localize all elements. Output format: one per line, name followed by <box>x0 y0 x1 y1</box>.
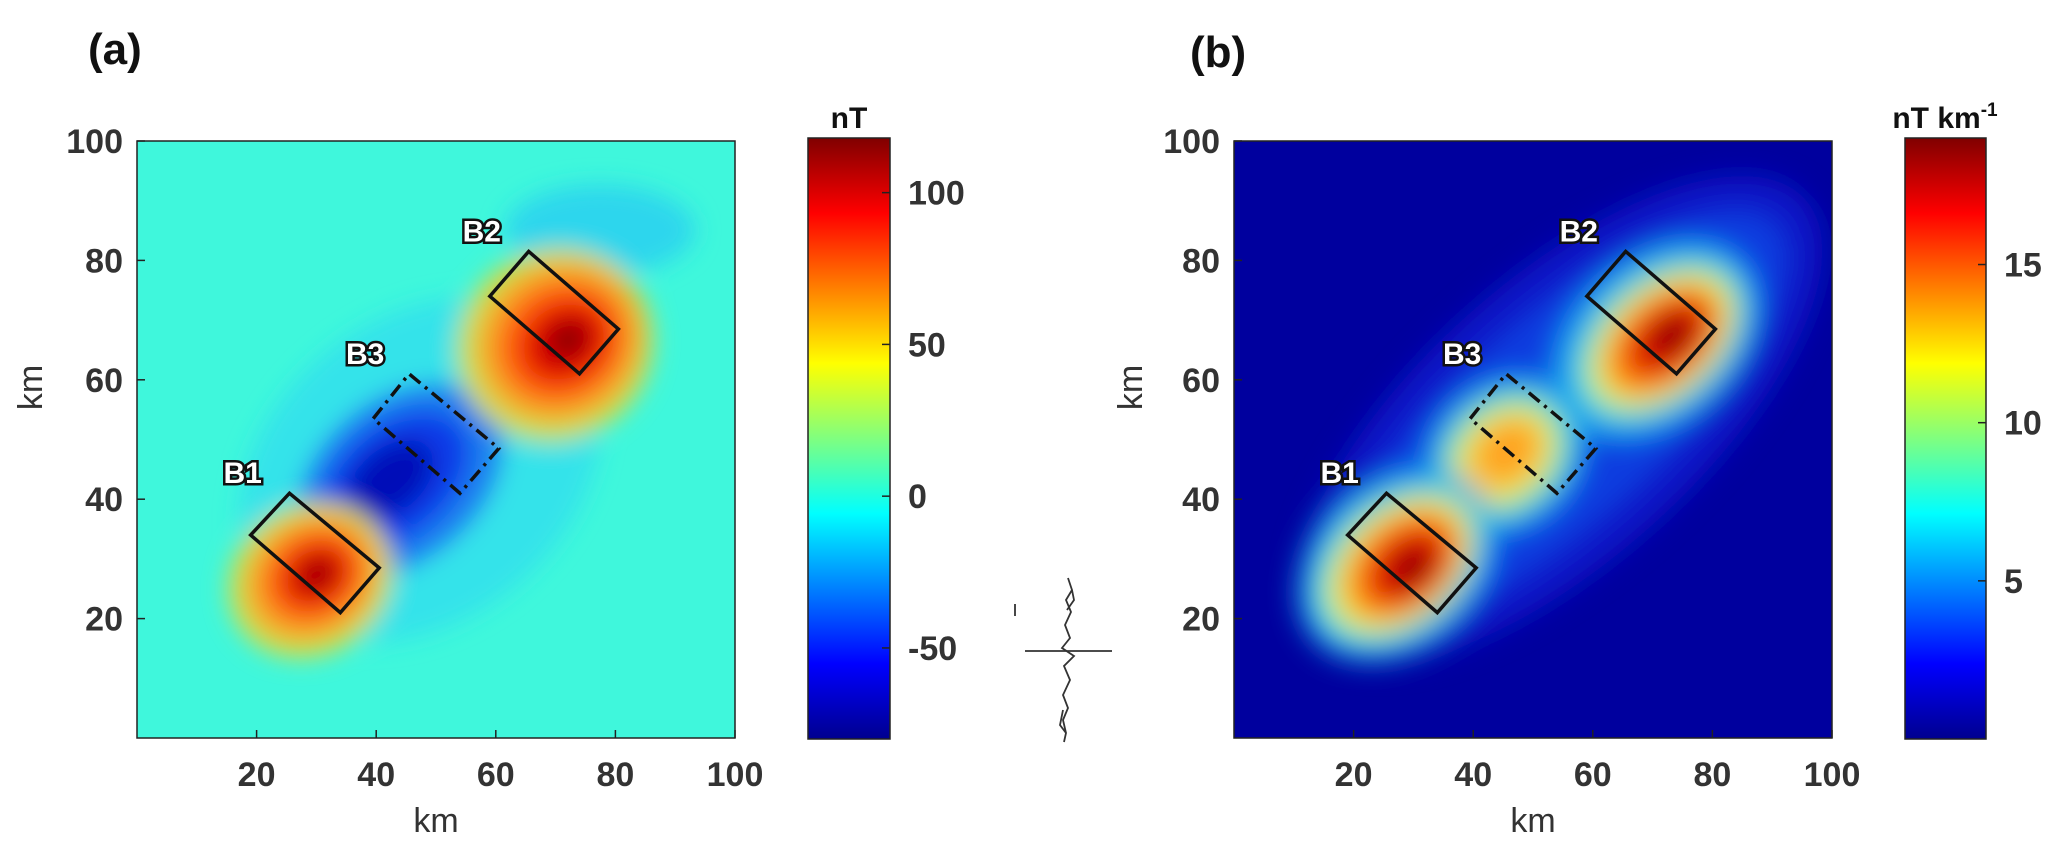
x-tick-label-a: 20 <box>238 756 276 794</box>
colorbar-tick-label-a: 50 <box>908 326 946 364</box>
y-tick-label-b: 80 <box>1182 242 1220 280</box>
panel-a-label: (a) <box>88 25 142 74</box>
body-outline-b3-b <box>1467 371 1599 496</box>
body-label-b2-b: B2 <box>1560 215 1598 248</box>
colorbar-b: nT km-1 15 10 5 <box>1892 100 2042 740</box>
y-tick-label-b: 40 <box>1182 481 1220 519</box>
y-tick-label-a: 20 <box>85 601 123 639</box>
y-tick-label-b: 60 <box>1182 362 1220 400</box>
colorbar-tick-label-b: 10 <box>2004 405 2042 443</box>
body-label-b1-b: B1 <box>1320 457 1358 490</box>
body-outline-b1-a <box>248 490 382 616</box>
colorbar-tick-label-a: -50 <box>908 630 957 668</box>
body-outline-b1-b <box>1345 490 1479 616</box>
heatmap-a: B1 B2 B3 20 40 60 80 100 20 40 60 80 100 km km <box>12 123 763 840</box>
x-tick-label-a: 40 <box>357 756 395 794</box>
colorbar-b-title-superscript: -1 <box>1981 100 1998 121</box>
colorbar-tick-label-b: 5 <box>2004 563 2023 601</box>
body-outline-b2-b <box>1584 248 1718 377</box>
x-tick-label-a: 60 <box>477 756 515 794</box>
y-tick-label-b: 100 <box>1163 123 1220 161</box>
colorbar-b-title-text: nT km <box>1892 102 1980 135</box>
y-axis-title-a: km <box>12 365 50 410</box>
body-outline-b2-a <box>487 248 621 377</box>
heatmap-a-field <box>228 185 695 659</box>
colorbar-tick-label-a: 100 <box>908 175 965 213</box>
x-tick-label-b: 20 <box>1335 756 1373 794</box>
x-tick-label-b: 80 <box>1693 756 1731 794</box>
body-label-b3-a: B3 <box>346 338 384 371</box>
x-tick-label-b: 40 <box>1454 756 1492 794</box>
body-label-b3-b: B3 <box>1443 338 1481 371</box>
y-tick-label-b: 20 <box>1182 601 1220 639</box>
body-outline-b3-a <box>370 371 502 496</box>
x-axis-title-b: km <box>1510 802 1555 840</box>
colorbar-tick-label-a: 0 <box>908 478 927 516</box>
body-label-b1-a: B1 <box>223 457 261 490</box>
y-tick-label-a: 100 <box>66 123 123 161</box>
x-axis-title-a: km <box>413 802 458 840</box>
axis-break-icon <box>1014 577 1112 743</box>
heatmap-a-frame <box>136 140 736 739</box>
panel-b-label: (b) <box>1190 28 1246 77</box>
body-label-b2-a: B2 <box>463 215 501 248</box>
heatmap-b: B1 B2 B3 20 40 60 80 100 20 40 60 80 100 km km <box>1112 123 1861 840</box>
colorbar-a: nT 100 50 0 -50 <box>807 102 965 740</box>
y-axis-title-b: km <box>1112 365 1150 410</box>
colorbar-b-title: nT km-1 <box>1892 100 1998 135</box>
x-tick-label-b: 60 <box>1574 756 1612 794</box>
y-tick-label-a: 60 <box>85 362 123 400</box>
x-tick-label-a: 100 <box>707 756 764 794</box>
colorbar-tick-label-b: 15 <box>2004 247 2042 285</box>
heatmap-b-frame <box>1233 140 1833 739</box>
colorbar-a-title: nT <box>831 102 868 135</box>
x-tick-label-b: 100 <box>1804 756 1861 794</box>
y-tick-label-a: 40 <box>85 481 123 519</box>
colorbar-a-gradient <box>807 137 891 740</box>
colorbar-b-gradient <box>1904 137 1987 740</box>
x-tick-label-a: 80 <box>596 756 634 794</box>
y-tick-label-a: 80 <box>85 242 123 280</box>
